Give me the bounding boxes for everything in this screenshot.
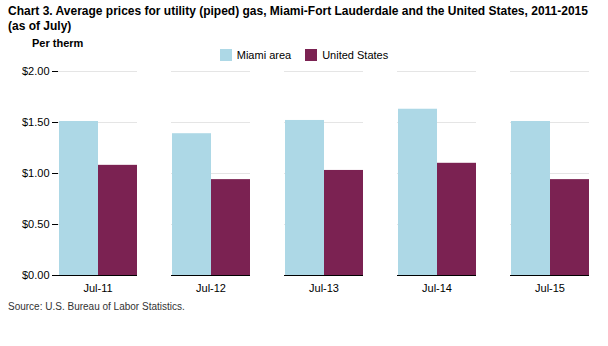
svg-text:$0.00: $0.00 — [22, 269, 50, 281]
svg-text:$2.00: $2.00 — [22, 65, 50, 77]
svg-text:Jul-14: Jul-14 — [422, 282, 452, 294]
svg-text:$0.50: $0.50 — [22, 218, 50, 230]
svg-text:Jul-11: Jul-11 — [83, 282, 112, 294]
html-text:Per therm: Per therm — [32, 37, 84, 49]
svg-text:Jul-12: Jul-12 — [196, 282, 226, 294]
html-text:Miami area: Miami area — [236, 49, 292, 61]
svg-text:Jul-13: Jul-13 — [309, 282, 339, 294]
html-text:United States: United States — [322, 49, 389, 61]
svg-text:$1.50: $1.50 — [22, 116, 50, 128]
svg-text:$1.00: $1.00 — [22, 167, 50, 179]
svg-text:Jul-15: Jul-15 — [535, 282, 565, 294]
html-text:Source: U.S. Bureau of Labor S: Source: U.S. Bureau of Labor Statistics. — [8, 301, 185, 312]
html-text:Chart 3. Average prices for ut: Chart 3. Average prices for utility (pip… — [8, 4, 588, 33]
